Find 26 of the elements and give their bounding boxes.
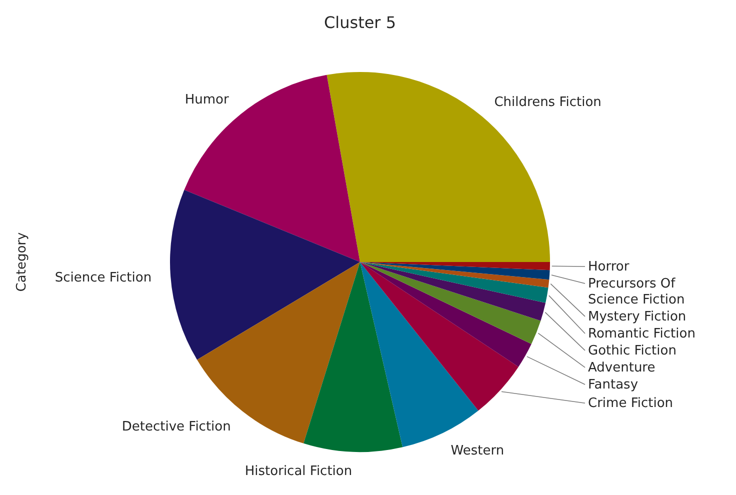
chart-title: Cluster 5 (324, 13, 396, 32)
pie-slice (184, 74, 360, 262)
slice-label: Adventure (588, 360, 656, 375)
slice-label: Precursors Of Science Fiction (588, 276, 685, 307)
slice-label: Humor (184, 92, 230, 107)
text: Category (14, 232, 30, 292)
pie-slice (360, 262, 532, 367)
pie-slice (360, 262, 550, 288)
slice-label: Detective Fiction (122, 418, 231, 434)
slice-label: Mystery Fiction (588, 308, 686, 324)
slice-label: Gothic Fiction (588, 342, 676, 358)
pie-slice (170, 190, 360, 360)
slice-label: Fantasy (588, 376, 638, 392)
pie-slice (360, 262, 548, 303)
slice-label: Western (450, 442, 504, 458)
slice-label: Childrens Fiction (494, 94, 602, 110)
slice-label: Horror (588, 258, 630, 274)
pie-slice (304, 262, 403, 452)
pie-slice (360, 262, 550, 280)
slice-label: Historical Fiction (244, 463, 352, 478)
pie-slice (360, 262, 546, 321)
slice-label: Romantic Fiction (588, 326, 696, 341)
slice-label: Science Fiction (54, 270, 152, 286)
pie-slice (360, 262, 541, 344)
pie-slice (360, 262, 518, 411)
slice-label: Crime Fiction (588, 396, 674, 411)
